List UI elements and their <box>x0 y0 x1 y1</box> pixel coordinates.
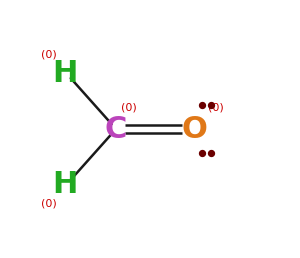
Text: H: H <box>52 170 77 199</box>
Point <box>200 103 204 108</box>
Text: H: H <box>52 59 77 88</box>
Text: (0): (0) <box>40 198 56 208</box>
Point <box>208 150 213 155</box>
Text: (0): (0) <box>40 50 56 60</box>
Text: (0): (0) <box>208 103 224 113</box>
Text: O: O <box>182 115 208 143</box>
Text: (0): (0) <box>121 103 137 113</box>
Point <box>200 150 204 155</box>
Text: C: C <box>104 115 127 143</box>
Point <box>208 103 213 108</box>
